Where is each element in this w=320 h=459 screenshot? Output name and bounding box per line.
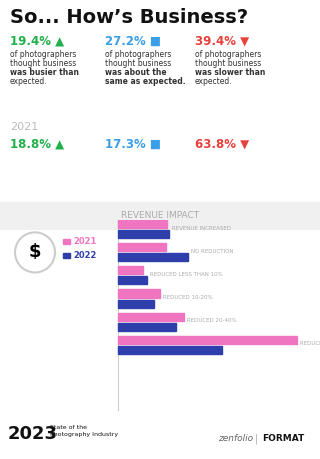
Text: 14.2%: 14.2% — [149, 324, 174, 330]
Text: So... How’s Business?: So... How’s Business? — [10, 8, 248, 27]
Text: 2023: 2023 — [8, 425, 58, 443]
Text: 39.4% ▼: 39.4% ▼ — [195, 35, 249, 48]
Circle shape — [15, 232, 55, 273]
Bar — [118, 276, 147, 285]
Text: was slower than: was slower than — [195, 68, 265, 77]
Text: expected.: expected. — [10, 77, 48, 86]
Text: FORMAT: FORMAT — [262, 434, 304, 443]
Text: NO REDUCTION: NO REDUCTION — [191, 249, 234, 254]
Bar — [63, 239, 70, 244]
Text: 10.2%: 10.2% — [133, 291, 158, 297]
Text: of photographers: of photographers — [195, 50, 261, 59]
Bar — [118, 220, 167, 228]
Text: 19.4% ▲: 19.4% ▲ — [10, 35, 64, 48]
Text: 16.2%: 16.2% — [157, 313, 182, 319]
Text: thought business: thought business — [10, 59, 76, 68]
Text: REDUCED LESS THAN 10%: REDUCED LESS THAN 10% — [150, 272, 222, 277]
Text: 12.0%: 12.0% — [140, 221, 165, 227]
Text: thought business: thought business — [105, 59, 171, 68]
Bar — [118, 253, 188, 262]
Text: REDUCED 10-20%: REDUCED 10-20% — [163, 295, 212, 300]
Text: REDUCED 20-40%: REDUCED 20-40% — [188, 318, 237, 323]
Text: 27.2% ■: 27.2% ■ — [105, 35, 161, 48]
Text: was busier than: was busier than — [10, 68, 79, 77]
Text: was about the: was about the — [105, 68, 167, 77]
Text: expected.: expected. — [195, 77, 233, 86]
Text: State of the
Photography Industry: State of the Photography Industry — [50, 425, 118, 437]
Text: $: $ — [29, 243, 41, 262]
Bar — [118, 243, 166, 252]
Text: thought business: thought business — [195, 59, 261, 68]
Bar — [118, 290, 160, 297]
Text: 7.0%: 7.0% — [125, 278, 145, 284]
Bar — [118, 266, 143, 274]
Text: 18.8% ▲: 18.8% ▲ — [10, 138, 64, 151]
Text: same as expected.: same as expected. — [105, 77, 186, 86]
Text: 17.3% ■: 17.3% ■ — [105, 138, 161, 151]
Bar — [118, 323, 176, 330]
Text: 6.2%: 6.2% — [121, 268, 141, 274]
Text: 11.8%: 11.8% — [139, 244, 164, 251]
Text: 63.8% ▼: 63.8% ▼ — [195, 138, 249, 151]
Bar — [118, 346, 222, 353]
Bar — [0, 202, 320, 230]
Text: 12.5%: 12.5% — [142, 231, 167, 237]
Bar — [118, 313, 184, 320]
Bar — [63, 253, 70, 258]
Text: |: | — [255, 434, 258, 444]
Text: REVENUE IMPACT: REVENUE IMPACT — [121, 211, 199, 220]
Text: REVENUE INCREASED: REVENUE INCREASED — [172, 226, 231, 231]
Text: of photographers: of photographers — [10, 50, 76, 59]
Text: 2021: 2021 — [10, 122, 38, 132]
Text: 25.4%: 25.4% — [195, 347, 220, 353]
Bar — [118, 300, 155, 308]
Text: 2022: 2022 — [73, 252, 96, 260]
Text: of photographers: of photographers — [105, 50, 172, 59]
Bar — [118, 230, 169, 238]
Text: REDUCED MORE THAN 40%: REDUCED MORE THAN 40% — [300, 341, 320, 346]
Bar — [118, 336, 297, 344]
Text: 43.6%: 43.6% — [270, 336, 295, 342]
Text: 2021: 2021 — [73, 237, 96, 246]
Text: 8.9%: 8.9% — [132, 301, 153, 307]
Text: zenfolio: zenfolio — [218, 434, 253, 443]
Text: 17.1%: 17.1% — [161, 254, 186, 260]
